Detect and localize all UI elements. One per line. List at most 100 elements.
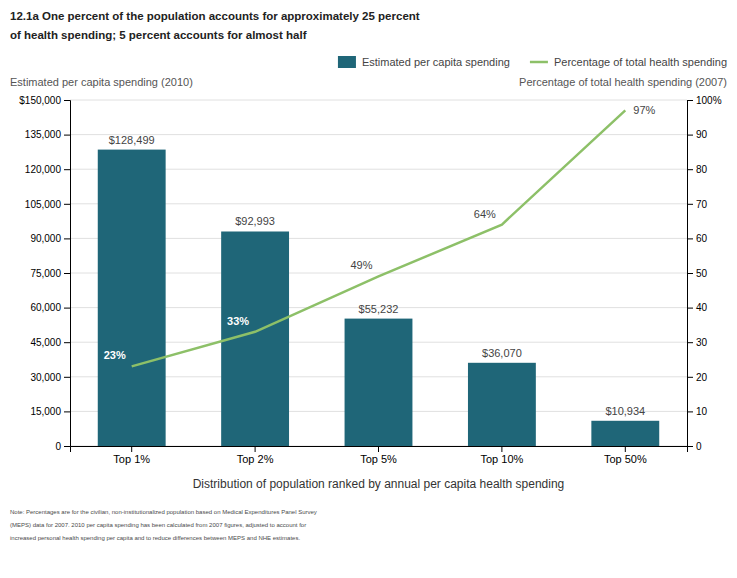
tick: 60: [687, 233, 708, 244]
grid-line: [70, 134, 687, 135]
tick: 75,000: [30, 268, 70, 279]
tick: 30: [687, 337, 708, 348]
tick-label: 120,000: [25, 164, 62, 175]
tick-label: 105,000: [25, 199, 62, 210]
plot: $128,499 $92,993 $55,232 $36,070 $10,934 23% 3…: [19, 95, 721, 465]
y-axis-title: Estimated per capita spending (2010): [10, 76, 193, 88]
tick: 105,000: [25, 199, 70, 210]
tick: 15,000: [30, 406, 70, 417]
tick-label: 60,000: [30, 302, 61, 313]
tick: 50: [687, 268, 708, 279]
data-label: 97%: [633, 104, 655, 116]
tick-mark: [64, 446, 70, 447]
note-line: Note: Percentages are for the civilian, …: [10, 509, 317, 515]
tick-mark: [64, 411, 70, 412]
bar: [345, 319, 413, 446]
data-label: 33%: [227, 315, 249, 327]
data-labels: $128,499 $92,993 $55,232 $36,070 $10,934 23% 3…: [104, 104, 656, 416]
tick-mark: [64, 377, 70, 378]
tick-label: 0: [55, 441, 61, 452]
tick-label: Top 50%: [604, 453, 647, 465]
bar: [591, 421, 659, 446]
tick: 30,000: [30, 372, 70, 383]
tick-label: $150,000: [19, 95, 61, 106]
bar: [468, 363, 536, 446]
tick: 70: [687, 199, 708, 210]
tick: 135,000: [25, 129, 70, 140]
tick-mark: [64, 342, 70, 343]
tick: 90: [687, 129, 708, 140]
legend: Estimated per capita spendingPercentage …: [338, 56, 727, 68]
tick-label: 10: [696, 406, 708, 417]
title-line: 12.1a One percent of the population acco…: [10, 10, 420, 22]
tick-mark: [687, 204, 693, 205]
line: [132, 110, 626, 366]
x-axis-title: Distribution of population ranked by ann…: [193, 477, 565, 491]
tick: 45,000: [30, 337, 70, 348]
tick-label: 45,000: [30, 337, 61, 348]
axis-line: [688, 101, 694, 447]
tick-label: 30,000: [30, 372, 61, 383]
tick: 100%: [687, 95, 722, 106]
data-label: 23%: [104, 349, 126, 361]
note-line: increased personal health spending per c…: [10, 535, 300, 541]
tick: 120,000: [25, 164, 70, 175]
tick-label: 135,000: [25, 129, 62, 140]
tick: 20: [687, 372, 708, 383]
tick-label: 30: [696, 337, 708, 348]
tick-label: 20: [696, 372, 708, 383]
tick: 10: [687, 406, 708, 417]
tick: $150,000: [19, 95, 70, 106]
tick-mark: [687, 342, 693, 343]
axis-line: [71, 447, 688, 453]
data-label: $10,934: [605, 405, 645, 417]
tick-label: 60: [696, 233, 708, 244]
data-label: $36,070: [482, 347, 522, 359]
legend-item: Estimated per capita spending: [338, 56, 510, 68]
tick-mark: [64, 100, 70, 101]
data-label: $92,993: [235, 215, 275, 227]
note: Note: Percentages are for the civilian, …: [10, 509, 317, 541]
tick-label: 40: [696, 302, 708, 313]
tick-mark: [687, 273, 693, 274]
data-label: $55,232: [359, 303, 399, 315]
note-line: (MEPS) data for 2007. 2010 per capita sp…: [10, 522, 306, 528]
axis-line: [64, 101, 71, 447]
tick: 90,000: [30, 233, 70, 244]
tick: 0: [55, 441, 70, 452]
grid-line: [70, 100, 687, 101]
tick-label: 90: [696, 129, 708, 140]
tick-mark: [64, 238, 70, 239]
tick-mark: [64, 169, 70, 170]
marks: [98, 110, 659, 446]
tick: 60,000: [30, 302, 70, 313]
tick: Top 10%: [480, 446, 523, 465]
tick-label: Top 5%: [360, 453, 397, 465]
tick-mark: [64, 308, 70, 309]
tick-mark: [687, 135, 693, 136]
tick-label: Top 10%: [480, 453, 523, 465]
tick: 80: [687, 164, 708, 175]
tick-label: Top 1%: [113, 453, 150, 465]
y2-axis: 0 10 20 30 40 50 60 70 80 90 100%: [687, 95, 722, 452]
tick-mark: [625, 446, 626, 452]
data-label: $128,499: [109, 134, 155, 146]
title: 12.1a One percent of the population acco…: [10, 10, 420, 41]
tick-label: 100%: [696, 95, 722, 106]
tick-mark: [255, 446, 256, 452]
tick-mark: [64, 204, 70, 205]
tick-mark: [501, 446, 502, 452]
bar: [98, 150, 166, 446]
tick-label: 0: [696, 441, 702, 452]
tick-label: 90,000: [30, 233, 61, 244]
tick: Top 50%: [604, 446, 647, 465]
tick: 0: [687, 441, 702, 452]
chart: 12.1a One percent of the population acco…: [0, 0, 737, 578]
bar-series: [98, 150, 659, 446]
grid: [70, 100, 687, 446]
y2-axis-title: Percentage of total health spending (200…: [519, 76, 727, 88]
y-axis: 0 15,000 30,000 45,000 60,000 75,000 90,000 105…: [19, 95, 70, 452]
tick-label: 70: [696, 199, 708, 210]
tick-mark: [131, 446, 132, 452]
tick-mark: [378, 446, 379, 452]
